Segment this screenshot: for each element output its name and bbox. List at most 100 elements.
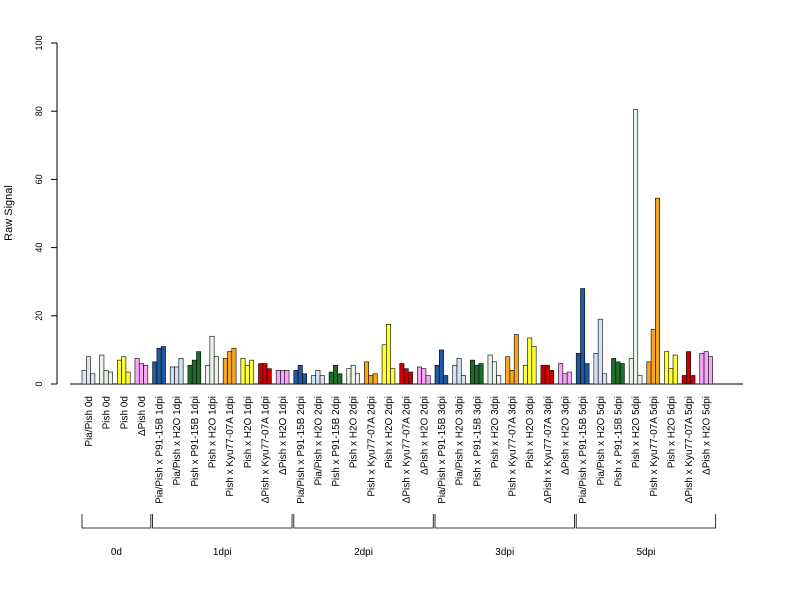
bar-group — [381, 324, 396, 385]
x-tick-labels: Pia/Pish 0d Pish 0d Pish 0d ΔPish 0d Pia/Pis… — [84, 396, 713, 504]
bar — [231, 347, 237, 385]
y-tick-label: 40 — [34, 243, 44, 253]
bar — [633, 109, 639, 385]
bar — [364, 361, 369, 385]
bar — [156, 347, 162, 385]
x-tick-label: Pish x P91-15B 3dpi — [472, 396, 483, 487]
bar-group — [469, 359, 484, 385]
timepoint-brackets: 0d 1dpi 2dpi 3dpi 5dpi — [81, 514, 717, 558]
bar — [540, 364, 546, 385]
bar-group — [99, 354, 113, 385]
bar — [443, 375, 449, 385]
x-tick-label: Pia/Pish x H2O 2dpi — [313, 396, 324, 486]
bar — [319, 375, 325, 385]
bar — [509, 370, 515, 385]
bars — [81, 109, 713, 385]
x-tick-label: ΔPish x H2O 1dpi — [278, 396, 289, 475]
bar-group — [187, 351, 202, 385]
bar — [205, 364, 211, 385]
bar — [593, 353, 599, 385]
bar — [138, 363, 144, 385]
bar-group — [558, 363, 572, 385]
bar — [187, 364, 193, 385]
bar-group — [681, 351, 696, 385]
x-tick-label: Pish x P91-15B 5dpi — [613, 396, 624, 487]
timepoint-label: 1dpi — [213, 547, 232, 558]
bar-group — [240, 358, 255, 385]
bar — [174, 366, 180, 385]
bar — [407, 371, 413, 385]
x-tick-label: Pia/Pish x P91-15B 3dpi — [437, 396, 448, 504]
x-tick-label: Pia/Pish x P91-15B 5dpi — [578, 396, 589, 504]
bar — [125, 371, 131, 385]
bar-group — [452, 358, 466, 385]
x-tick-label: Pish x H2O 5dpi — [666, 396, 677, 468]
timepoint-bracket: 2dpi — [293, 514, 434, 558]
bar — [403, 368, 409, 385]
bar — [386, 324, 391, 385]
bar-group — [611, 358, 625, 385]
bar — [275, 370, 281, 385]
bar — [297, 364, 303, 385]
bar — [474, 364, 480, 385]
x-tick-label: Pish x H2O 3dpi — [490, 396, 501, 468]
bar — [368, 375, 374, 385]
bar — [527, 337, 533, 385]
bar-group — [275, 370, 290, 385]
bar — [615, 361, 621, 385]
bar — [90, 373, 96, 385]
bar — [584, 363, 590, 385]
bar-group — [81, 356, 96, 385]
bar — [350, 364, 356, 385]
bar-group — [646, 197, 661, 385]
bar-group — [258, 363, 272, 385]
bar — [196, 351, 202, 385]
bar — [346, 368, 352, 385]
bar — [699, 353, 705, 385]
x-tick-label: ΔPish x H2O 2dpi — [419, 396, 430, 475]
timepoint-bracket: 5dpi — [575, 514, 717, 558]
bar — [646, 361, 652, 385]
bar-group — [664, 351, 678, 385]
bar — [703, 351, 709, 385]
bar — [562, 373, 568, 385]
bar — [531, 346, 537, 385]
bar — [169, 366, 175, 385]
bar — [262, 363, 268, 385]
x-tick-label: Pish 0d — [119, 396, 130, 429]
timepoint-bracket: 0d — [81, 514, 152, 558]
bar — [315, 370, 321, 385]
bar-group — [399, 363, 413, 385]
bar — [103, 370, 109, 385]
bar — [328, 371, 334, 385]
x-tick-label: Pish x H2O 2dpi — [349, 396, 360, 468]
bar-group — [293, 364, 307, 385]
bar — [152, 361, 158, 385]
bar — [417, 366, 422, 385]
bar-group — [117, 356, 131, 385]
bar — [681, 375, 687, 385]
x-tick-label: Pish x P91-15B 2dpi — [331, 396, 342, 487]
x-tick-label: ΔPish 0d — [137, 396, 148, 436]
y-axis: 0 20 40 60 80 100 — [34, 35, 58, 387]
bar — [664, 351, 670, 385]
bar — [434, 364, 440, 385]
bar-group — [346, 364, 360, 385]
bar — [81, 370, 87, 385]
bar-group — [593, 318, 608, 385]
x-tick-label: Pish x Kyu77-07A 5dpi — [649, 396, 660, 497]
bar — [249, 359, 255, 385]
bar — [86, 356, 91, 385]
bar — [637, 375, 643, 385]
bar — [597, 318, 603, 385]
bar — [628, 358, 634, 385]
timepoint-bracket: 1dpi — [152, 514, 293, 558]
bar — [438, 349, 444, 385]
bar — [496, 375, 502, 385]
x-tick-label: ΔPish x Kyu77-07A 1dpi — [260, 396, 271, 503]
bar — [611, 358, 617, 385]
x-tick-label: Pia/Pish x H2O 3dpi — [455, 396, 466, 486]
x-tick-label: Pia/Pish x H2O 1dpi — [172, 396, 183, 486]
bar-group — [222, 347, 237, 385]
